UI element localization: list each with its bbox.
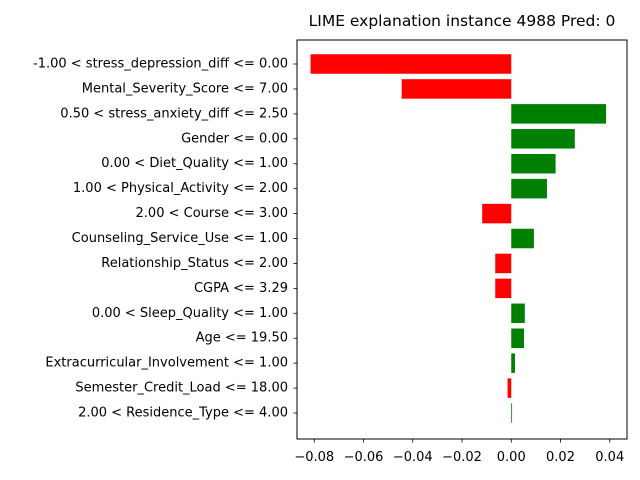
x-tick-label: 0.04: [595, 450, 624, 465]
x-tick-label: 0.00: [497, 450, 526, 465]
bar: [511, 303, 525, 324]
plot-frame: [296, 39, 628, 440]
y-tick-label: 0.00 < Diet_Quality <= 1.00: [101, 156, 288, 171]
y-tick-label: Semester_Credit_Load <= 18.00: [75, 381, 288, 396]
bar: [511, 353, 515, 373]
x-tick-label: 0.02: [546, 450, 575, 465]
bars-layer: [310, 54, 607, 423]
bar: [511, 328, 525, 348]
y-tick-label: 0.50 < stress_anxiety_diff <= 2.50: [60, 106, 288, 121]
bar: [511, 228, 534, 249]
bar: [511, 403, 513, 423]
y-tick-label: 2.00 < Residence_Type <= 4.00: [78, 406, 288, 421]
bar: [511, 129, 575, 149]
y-tick-label: -1.00 < stress_depression_diff <= 0.00: [33, 57, 288, 72]
y-tick-label: 2.00 < Course <= 3.00: [136, 206, 288, 221]
y-tick-label: Relationship_Status <= 2.00: [101, 256, 288, 271]
x-tick-label: −0.06: [344, 450, 384, 465]
y-tick-label: Extracurricular_Involvement <= 1.00: [45, 356, 288, 371]
x-axis-ticks: −0.08 −0.06 −0.04 −0.02 0.00 0.02 0.04: [294, 439, 624, 465]
y-tick-label: Counseling_Service_Use <= 1.00: [72, 231, 288, 246]
y-tick-label: CGPA <= 3.29: [194, 281, 288, 296]
y-tick-label: Gender <= 0.00: [181, 131, 288, 146]
bar: [511, 178, 547, 199]
y-tick-label: 0.00 < Sleep_Quality <= 1.00: [92, 306, 288, 321]
bar: [511, 153, 556, 174]
y-axis-ticks: -1.00 < stress_depression_diff <= 0.00 Me…: [33, 57, 297, 421]
bar: [482, 203, 512, 224]
bar: [511, 104, 607, 124]
chart-title: LIME explanation instance 4988 Pred: 0: [309, 12, 616, 30]
bar: [310, 54, 512, 74]
bar: [495, 278, 512, 299]
bar: [401, 79, 512, 99]
y-tick-label: 1.00 < Physical_Activity <= 2.00: [73, 181, 288, 196]
x-tick-label: −0.08: [294, 450, 334, 465]
x-tick-label: −0.02: [442, 450, 482, 465]
y-tick-label: Mental_Severity_Score <= 7.00: [82, 81, 288, 96]
x-tick-label: −0.04: [393, 450, 433, 465]
bar: [495, 253, 512, 274]
y-tick-label: Age <= 19.50: [196, 331, 288, 346]
bar: [507, 378, 512, 398]
